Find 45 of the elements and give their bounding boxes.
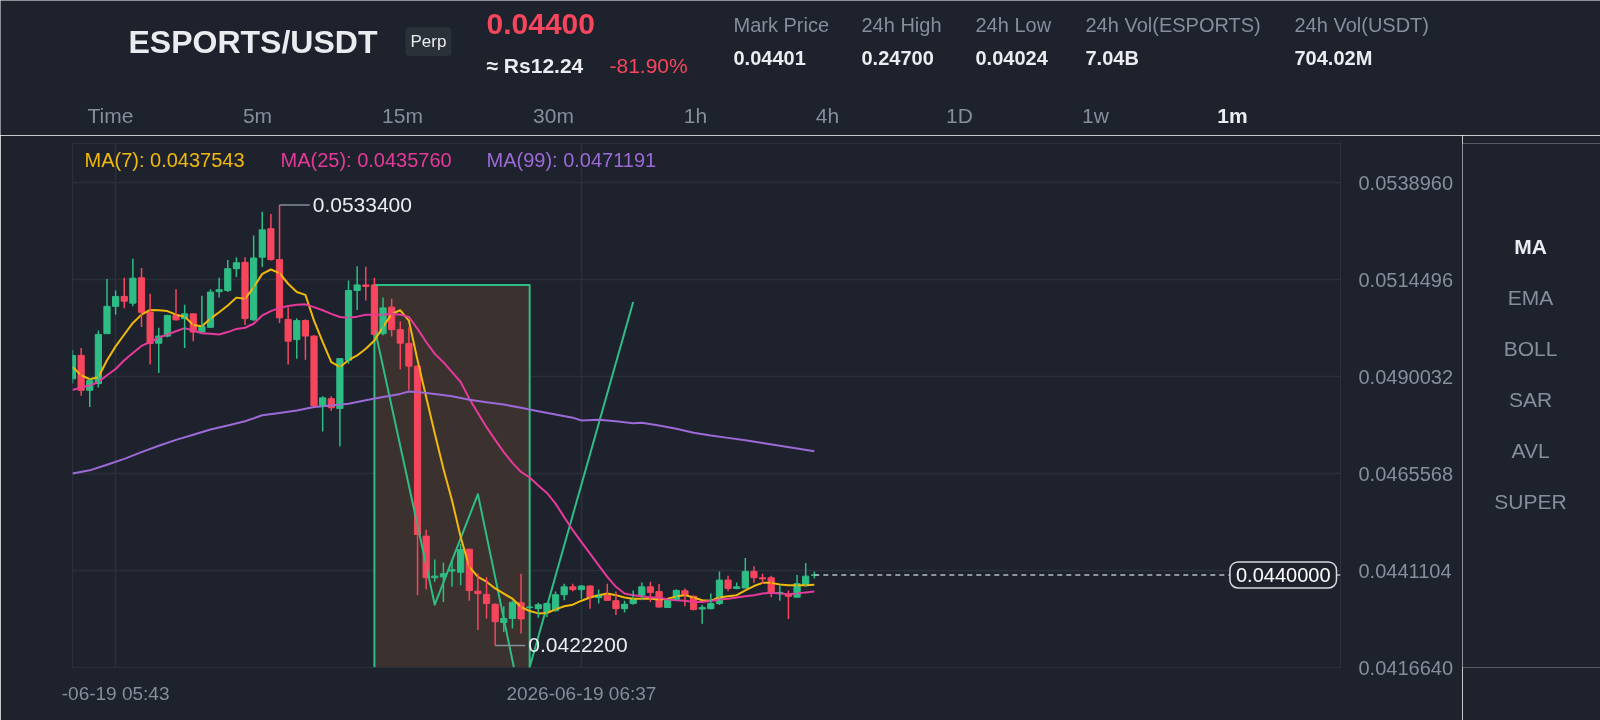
y-tick-label: 0.0514496 [1358,268,1454,291]
text: MA(99): 0.0471191 [486,148,657,171]
text: MA(7): 0.0437543 [84,148,245,171]
x-tick-label: 2026-06-19 06:37 [506,682,657,704]
text: 24h Low [975,13,1052,36]
x-tick-label: -06-19 05:43 [61,682,170,704]
text: 1w [1082,104,1110,127]
text: 4h [815,104,840,127]
text: 24h Vol(USDT) [1294,13,1429,36]
text: SUPER [1494,490,1567,514]
ref-line-label: 0.0440000 [1235,563,1331,586]
text: MA(25): 0.0435760 [280,148,452,171]
text: SAR [1508,388,1553,412]
text: 0.04400 [486,6,595,40]
text: 0.24700 [861,46,934,69]
text: 24h High [861,13,942,36]
text: 7.04B [1085,46,1139,69]
text: ≈ Rs12.24 [486,54,584,77]
y-tick-label: 0.0538960 [1358,171,1454,194]
line-series [72,390,816,475]
text: BOLL [1503,337,1558,361]
text: Perp [410,32,447,51]
annotation: 0.0533400 [312,192,412,216]
text: -81.90% [609,54,688,77]
y-tick-label: 0.0441104 [1358,559,1452,582]
y-tick-label: 0.0416640 [1358,656,1454,679]
text: 704.02M [1294,46,1373,69]
text: EMA [1507,286,1554,310]
text: 5m [242,104,273,127]
text: Mark Price [733,13,830,36]
text: 30m [533,104,574,127]
chart-title: ESPORTS/USDT [128,23,378,60]
text: 24h Vol(ESPORTS) [1085,13,1261,36]
text: 1m [1217,104,1248,127]
text: MA [1514,235,1547,259]
y-tick-label: 0.0465568 [1358,462,1454,485]
text: 0.04401 [733,46,806,69]
text: 1h [683,104,708,127]
y-tick-label: 0.0490032 [1358,365,1454,388]
text: 15m [382,104,423,127]
text: Time [87,104,134,127]
text: 0.04024 [975,46,1049,69]
text: AVL [1511,439,1550,463]
candlestick [120,277,128,310]
text: 1D [946,104,973,127]
